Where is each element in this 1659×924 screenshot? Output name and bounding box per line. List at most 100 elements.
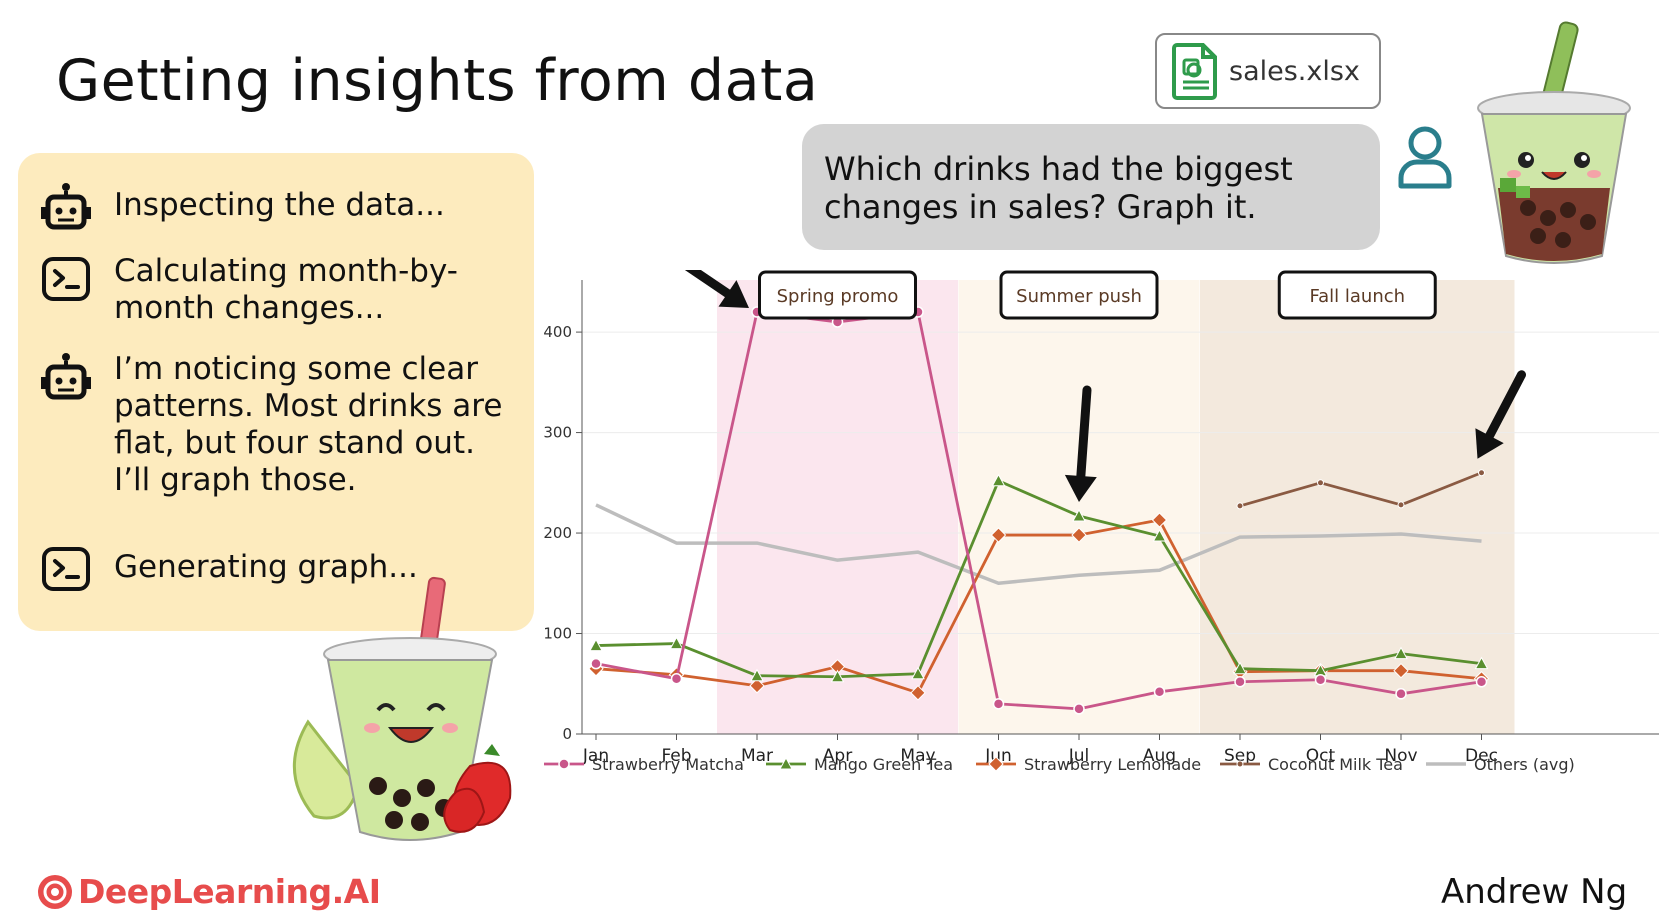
data-point [910,685,926,701]
step-item: Calculating month-by-month changes... [40,253,514,327]
step-text: Inspecting the data... [114,187,445,223]
data-point [1153,686,1166,698]
deeplearning-logo: DeepLearning.AI [36,872,381,911]
data-point [669,636,684,650]
callout-arrow [1064,385,1097,502]
step-item: Inspecting the data... [40,181,514,233]
x-tick-label: Feb [661,746,691,766]
data-point [990,527,1007,543]
legend-entry: Strawberry Matcha [544,755,744,774]
data-point [991,473,1006,487]
callout-arrow [1475,370,1526,459]
brand-name: DeepLearning.AI [78,872,381,911]
x-tick-label: Aug [1143,746,1176,766]
x-tick-label: Jun [984,746,1012,766]
annotation-band [717,280,958,734]
legend-label: Strawberry Matcha [592,755,744,774]
user-prompt-bubble: Which drinks had the biggest changes in … [802,124,1380,250]
series-strawberry-matcha [590,306,1488,715]
callout-arrow [684,270,749,308]
y-tick-label: 0 [562,725,572,743]
series-coconut-milk-tea [1236,469,1485,510]
series-line [595,310,1482,711]
data-point [1234,676,1246,688]
data-point [1236,760,1244,768]
x-tick-label: Jul [1068,746,1090,766]
y-tick-label: 200 [543,524,572,542]
bubble-tea-mascot-top [1477,21,1631,264]
author-name: Andrew Ng [1441,872,1628,912]
robot-icon [41,183,91,230]
legend-label: Strawberry Lemonade [1024,755,1201,774]
data-point [558,758,570,770]
data-point [992,698,1005,710]
slide-title: Getting insights from data [56,48,819,114]
terminal-icon [42,257,90,301]
annotation-callout-label: Fall launch [1309,286,1405,307]
data-point [1475,676,1488,688]
step-text: Generating graph... [114,549,418,585]
legend-entry: Others (avg) [1426,755,1575,774]
data-point [1072,508,1086,522]
series-line [595,518,1482,695]
data-point [1317,479,1324,487]
data-point [1314,673,1327,686]
data-point [911,666,925,680]
x-tick-label: Jan [582,746,609,766]
data-point [1152,529,1167,542]
series-mango-green-tea [589,473,1489,683]
x-tick-label: Sep [1224,746,1256,766]
sales-line-chart: 0 100 200 300 400 Jan Feb Mar Apr May Jun Jul Aug Sep… [543,270,1659,774]
legend-entry: Strawberry Lemonade [976,755,1201,774]
user-icon [1398,126,1452,189]
data-point [1474,656,1489,670]
spreadsheet-file-icon [1172,43,1217,100]
data-point [1395,688,1407,700]
annotation-callout-box [1277,270,1437,320]
annotation-callout-label: Summer push [1016,286,1142,307]
data-point [1478,469,1485,477]
data-point [1151,512,1168,528]
x-tick-label: Mar [741,746,773,766]
data-point [1236,502,1244,510]
agent-steps-panel: Inspecting the data... Calculating month… [18,153,534,631]
data-point [750,668,764,682]
data-point [670,672,683,685]
x-tick-label: Nov [1384,746,1417,766]
annotation-band [1200,280,1515,734]
annotation-band [958,280,1200,734]
bubble-tea-mascot-bottom [292,576,512,841]
x-tick-label: Oct [1306,746,1336,766]
data-point [1073,703,1085,715]
data-point [589,638,603,652]
legend-entry: Coconut Milk Tea [1220,755,1403,774]
data-point [1393,662,1409,679]
annotation-callout-box [999,270,1159,320]
legend-label: Coconut Milk Tea [1268,755,1403,774]
series-line [1239,471,1483,508]
file-attachment[interactable]: sales.xlsx [1155,33,1381,109]
data-point [590,657,602,670]
y-tick-label: 400 [543,323,572,341]
x-tick-label: Apr [823,746,852,766]
data-point [830,669,845,683]
x-tick-label: May [900,746,935,766]
robot-icon [41,353,91,400]
data-point [779,756,793,770]
series-line [595,503,1482,586]
deeplearning-logo-icon [38,874,72,909]
annotation-callout-box [758,270,917,320]
data-point [749,678,765,694]
series-others-avg [595,503,1482,586]
data-point [1233,661,1247,675]
step-item: Generating graph... [40,543,514,595]
terminal-icon [42,547,90,591]
legend-label: Mango Green Tea [814,755,953,774]
y-tick-label: 300 [543,424,572,442]
step-item: I’m noticing some clear patterns. Most d… [40,351,514,499]
legend-entry: Mango Green Tea [766,755,953,774]
legend-label: Others (avg) [1474,755,1575,774]
data-point [988,756,1004,772]
data-point [1394,646,1408,660]
step-text: Calculating month-by-month changes... [114,253,458,326]
